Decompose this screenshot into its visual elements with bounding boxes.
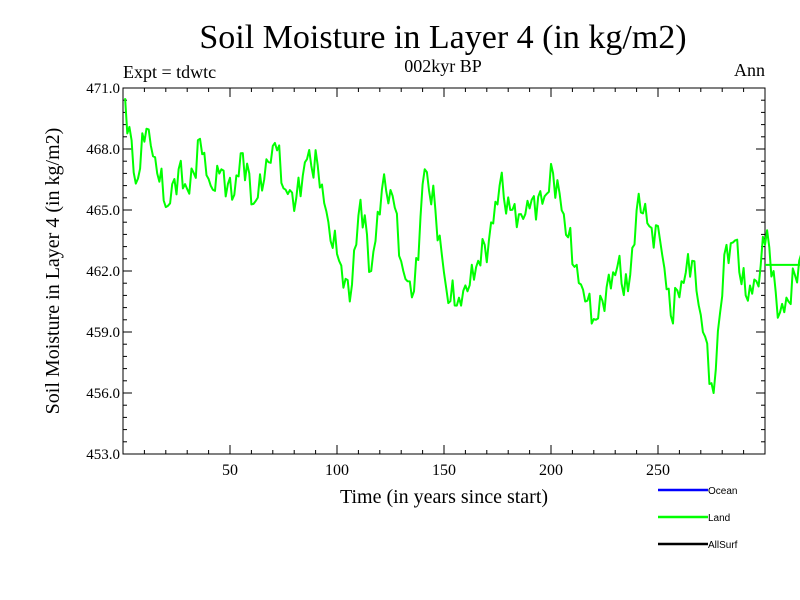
y-tick-label: 453.0 bbox=[86, 447, 120, 463]
season-label: Ann bbox=[734, 60, 765, 80]
y-axis-label: Soil Moisture in Layer 4 (in kg/m2) bbox=[42, 128, 64, 415]
series-line-land bbox=[124, 98, 800, 394]
y-tick-label: 459.0 bbox=[86, 325, 120, 341]
y-tick-label: 462.0 bbox=[86, 264, 120, 280]
y-tick-label: 456.0 bbox=[86, 386, 120, 402]
legend-label-allsurf: AllSurf bbox=[708, 540, 738, 551]
y-tick-label: 468.0 bbox=[86, 142, 120, 158]
x-tick-label: 150 bbox=[432, 462, 456, 479]
legend-label-ocean: Ocean bbox=[708, 486, 737, 497]
y-tick-label: 471.0 bbox=[86, 81, 120, 97]
chart-title: Soil Moisture in Layer 4 (in kg/m2) bbox=[199, 19, 686, 56]
x-tick-label: 100 bbox=[325, 462, 349, 479]
experiment-label: Expt = tdwtc bbox=[123, 62, 216, 82]
x-axis-label: Time (in years since start) bbox=[340, 486, 548, 508]
series-layer bbox=[124, 98, 800, 394]
chart-subtitle: 002kyr BP bbox=[404, 56, 482, 76]
legend: Ocean Land AllSurf bbox=[658, 486, 738, 551]
y-axis-ticks: 453.0 456.0 459.0 462.0 465.0 468.0 471.0 bbox=[86, 81, 765, 463]
y-tick-label: 465.0 bbox=[86, 203, 120, 219]
x-tick-label: 50 bbox=[222, 462, 238, 479]
x-axis-ticks: 50 100 150 200 250 bbox=[143, 88, 745, 479]
x-tick-label: 250 bbox=[646, 462, 670, 479]
legend-label-land: Land bbox=[708, 513, 730, 524]
x-tick-label: 200 bbox=[539, 462, 563, 479]
